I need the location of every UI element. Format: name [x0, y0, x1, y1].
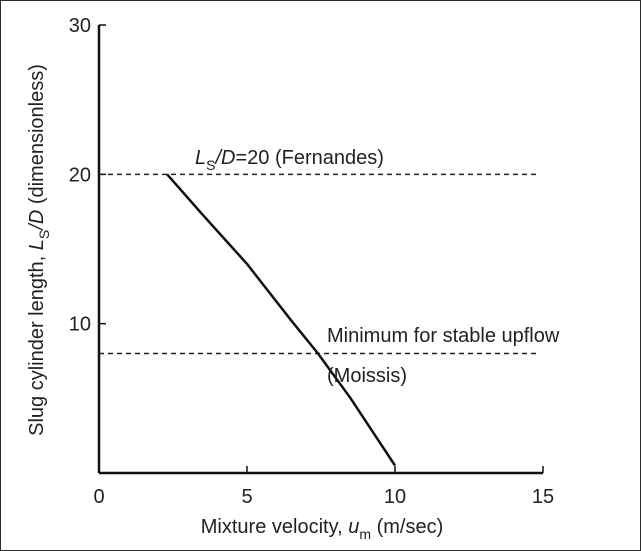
moissis-annotation-line1: Minimum for stable upflow	[327, 325, 560, 347]
fernandes-annotation: LS/D=20 (Fernandes)	[195, 147, 384, 173]
x-tick-label: 0	[93, 486, 104, 508]
series-line-0	[166, 173, 397, 467]
x-tick-label: 10	[384, 486, 406, 508]
y-tick-label: 20	[69, 164, 91, 186]
moissis-annotation-line2: (Moissis)	[327, 365, 407, 387]
y-axis-title: Slug cylinder length, LS/D (dimensionles…	[26, 64, 52, 436]
y-tick-label: 30	[69, 15, 91, 37]
series-group	[166, 173, 397, 467]
x-tick-label: 5	[241, 486, 252, 508]
axes: 0 5 10 15 10 20 30	[69, 15, 554, 508]
x-axis-title: Mixture velocity, um (m/sec)	[201, 516, 443, 542]
y-tick-label: 10	[69, 314, 91, 336]
x-tick-label: 15	[532, 486, 554, 508]
